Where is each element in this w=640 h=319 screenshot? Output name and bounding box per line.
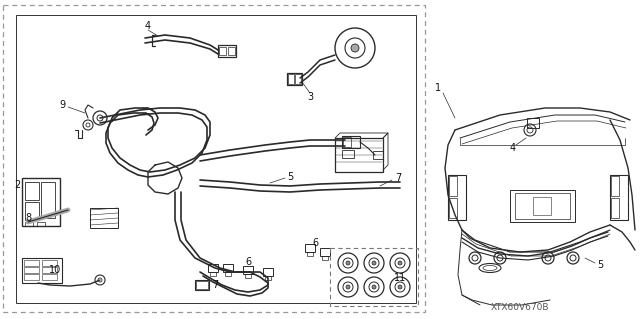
Bar (610, 175, 628, 220)
Bar (42, 267, 57, 273)
Bar (335, 138, 383, 172)
Bar (25, 202, 39, 220)
Circle shape (346, 261, 350, 265)
Bar (330, 248, 418, 306)
Bar (90, 208, 118, 228)
Circle shape (372, 261, 376, 265)
Circle shape (346, 285, 350, 289)
Text: 4: 4 (145, 21, 151, 31)
Bar (243, 266, 253, 274)
Bar (510, 190, 575, 222)
Circle shape (351, 44, 359, 52)
Bar (342, 136, 360, 148)
Bar (611, 198, 619, 218)
Text: XTX60V670B: XTX60V670B (491, 303, 549, 313)
Bar (37, 222, 45, 226)
Bar (196, 281, 208, 289)
Bar (515, 193, 570, 219)
Bar (42, 274, 57, 280)
Bar (210, 272, 216, 276)
Bar (24, 267, 39, 273)
Text: 7: 7 (395, 173, 401, 183)
Text: 8: 8 (25, 213, 31, 223)
Bar (25, 222, 33, 226)
Circle shape (372, 285, 376, 289)
Circle shape (398, 285, 402, 289)
Text: 5: 5 (597, 260, 603, 270)
Bar (3, 5, 425, 312)
Bar (342, 150, 354, 158)
Text: 3: 3 (307, 92, 313, 102)
Text: 1: 1 (435, 83, 441, 93)
Bar (195, 280, 209, 290)
Bar (22, 178, 60, 226)
Text: 4: 4 (510, 143, 516, 153)
Bar (611, 176, 619, 196)
Bar (527, 118, 539, 128)
Text: 5: 5 (287, 172, 293, 182)
Bar (245, 274, 251, 278)
Bar (228, 47, 235, 55)
Text: 9: 9 (59, 100, 65, 110)
Text: 6: 6 (312, 238, 318, 248)
Text: 10: 10 (49, 265, 61, 275)
Bar (533, 197, 551, 215)
Bar (449, 176, 457, 196)
Text: 11: 11 (394, 273, 406, 283)
Circle shape (398, 261, 402, 265)
Bar (320, 248, 330, 256)
Bar (322, 256, 328, 260)
Bar (16, 15, 416, 303)
Bar (448, 175, 466, 220)
Bar (265, 276, 271, 280)
Text: 6: 6 (245, 257, 251, 267)
Bar (22, 258, 62, 283)
Bar (208, 264, 218, 272)
Bar (42, 260, 57, 266)
Bar (307, 252, 313, 256)
Bar (343, 137, 351, 147)
Bar (287, 73, 302, 85)
Bar (225, 272, 231, 276)
Bar (25, 182, 39, 200)
Bar (41, 182, 55, 218)
Bar (263, 268, 273, 276)
Bar (223, 264, 233, 272)
Text: 2: 2 (14, 180, 20, 190)
Bar (305, 244, 315, 252)
Bar (24, 274, 39, 280)
Bar (288, 74, 294, 84)
Bar (218, 45, 236, 57)
Bar (449, 198, 457, 218)
Bar (373, 151, 383, 159)
Bar (24, 260, 39, 266)
Bar (219, 47, 226, 55)
Text: 7: 7 (212, 280, 218, 290)
Bar (295, 74, 301, 84)
